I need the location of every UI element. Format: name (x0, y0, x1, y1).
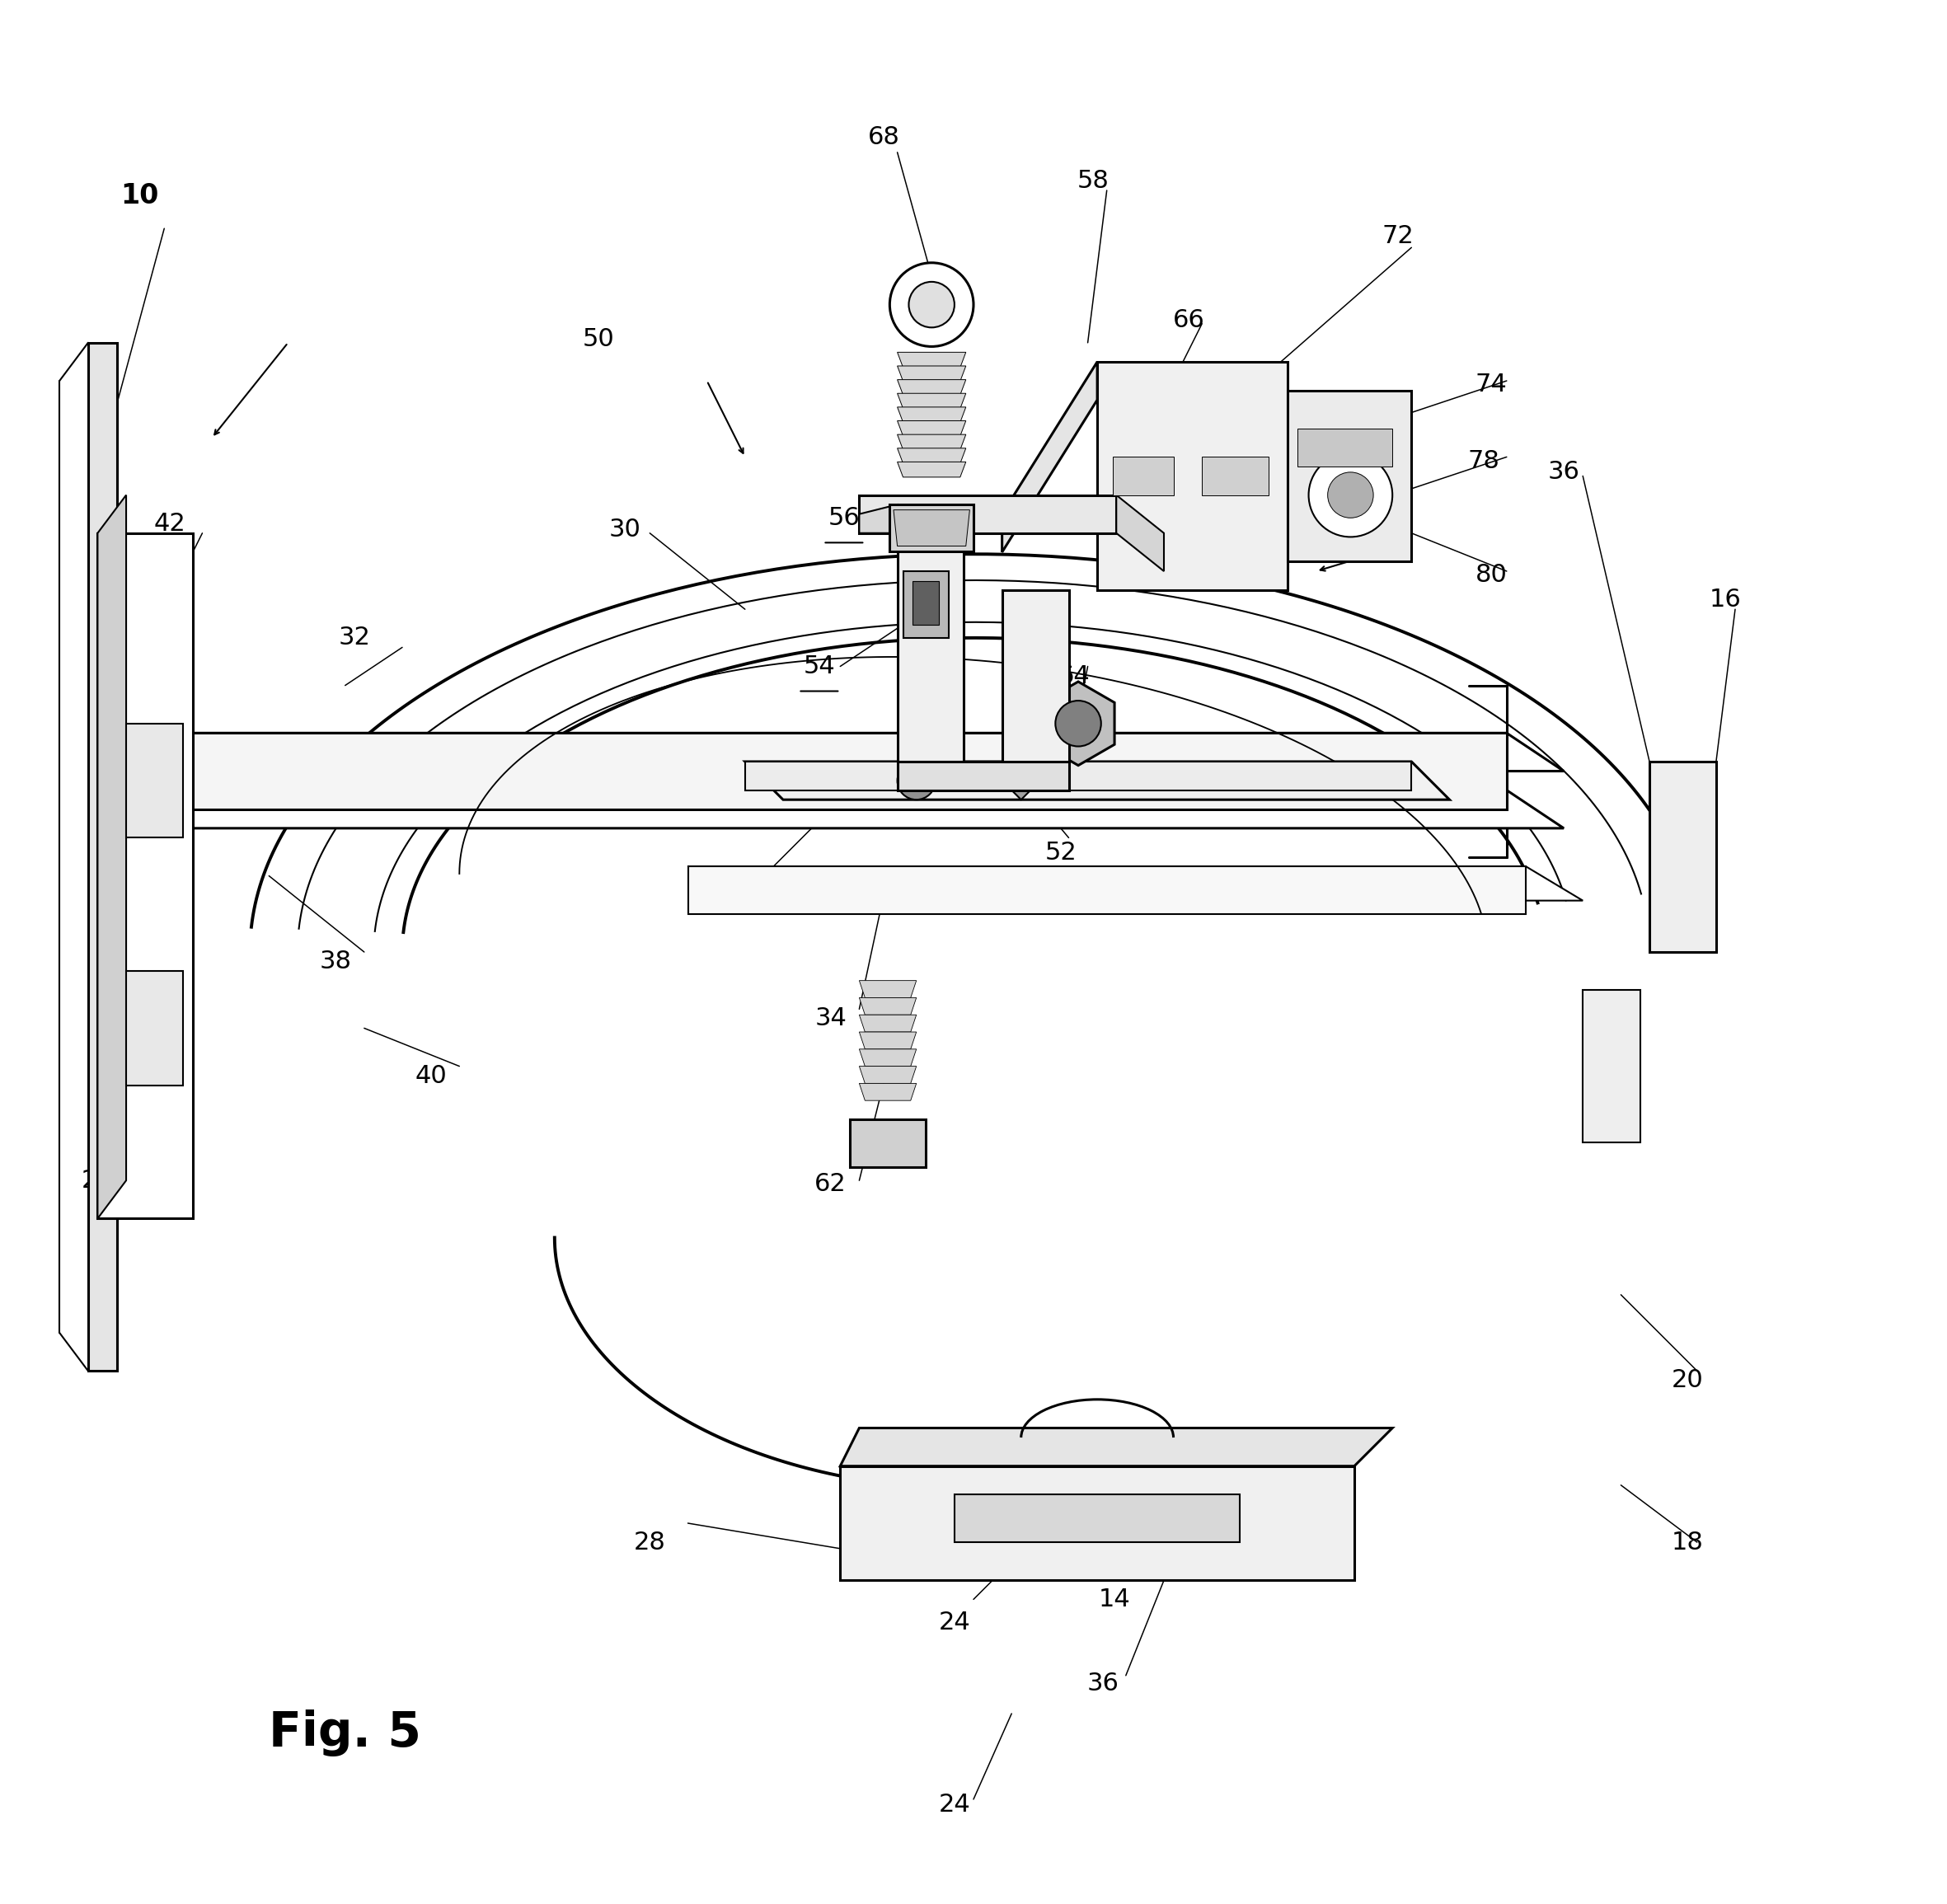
Text: 78: 78 (1468, 449, 1499, 472)
Polygon shape (898, 352, 966, 367)
Polygon shape (898, 366, 966, 381)
Text: 18: 18 (1672, 1531, 1704, 1554)
Polygon shape (687, 866, 1583, 901)
Text: 60: 60 (1170, 754, 1203, 777)
Text: 32: 32 (339, 626, 370, 649)
Polygon shape (127, 971, 183, 1085)
Text: 80: 80 (1476, 564, 1507, 586)
Text: Fig. 5: Fig. 5 (269, 1710, 421, 1755)
Polygon shape (913, 581, 938, 625)
Polygon shape (1112, 457, 1174, 495)
Text: 66: 66 (1172, 308, 1205, 331)
Polygon shape (97, 533, 193, 1219)
Polygon shape (993, 743, 1049, 800)
Text: 70: 70 (1382, 526, 1414, 548)
Text: 12: 12 (701, 883, 732, 906)
Polygon shape (127, 724, 183, 838)
Text: 28: 28 (635, 1531, 666, 1554)
Text: 36: 36 (1086, 1672, 1120, 1695)
Text: 16: 16 (1709, 588, 1743, 611)
Polygon shape (746, 762, 1412, 790)
Text: 40: 40 (415, 1064, 446, 1087)
Circle shape (898, 762, 935, 800)
Polygon shape (859, 1032, 917, 1049)
Polygon shape (898, 394, 966, 409)
Text: 30: 30 (609, 518, 641, 541)
Polygon shape (1098, 362, 1287, 590)
Polygon shape (1042, 682, 1114, 765)
Polygon shape (1287, 390, 1412, 562)
Text: 62: 62 (814, 1173, 847, 1196)
Text: 20: 20 (1672, 1369, 1704, 1392)
Circle shape (909, 282, 954, 327)
Text: 76: 76 (898, 621, 929, 644)
Circle shape (890, 263, 973, 347)
Text: 24: 24 (938, 1611, 970, 1634)
Text: 24: 24 (938, 1794, 970, 1816)
Polygon shape (898, 421, 966, 436)
Polygon shape (1297, 428, 1392, 466)
Text: 72: 72 (1382, 225, 1414, 248)
Polygon shape (859, 505, 898, 533)
Polygon shape (1201, 457, 1269, 495)
Polygon shape (1003, 590, 1069, 762)
Text: 36: 36 (1548, 461, 1579, 484)
Text: 68: 68 (868, 126, 900, 149)
Polygon shape (97, 495, 127, 1219)
Polygon shape (903, 571, 948, 638)
Polygon shape (898, 407, 966, 423)
Circle shape (1055, 701, 1102, 746)
Polygon shape (859, 1015, 917, 1032)
Polygon shape (1649, 762, 1715, 952)
Circle shape (1328, 472, 1373, 518)
Text: 34: 34 (814, 1007, 847, 1030)
Text: 52: 52 (1046, 842, 1077, 864)
Text: 38: 38 (319, 950, 352, 973)
Polygon shape (859, 998, 917, 1015)
Polygon shape (898, 447, 966, 463)
Polygon shape (898, 379, 966, 394)
Polygon shape (97, 790, 1563, 828)
Polygon shape (88, 343, 117, 1371)
Polygon shape (841, 1428, 1392, 1466)
Text: 74: 74 (1476, 373, 1507, 396)
Polygon shape (859, 495, 1116, 533)
Polygon shape (1583, 990, 1639, 1142)
Text: 64: 64 (1059, 664, 1090, 687)
Text: 42: 42 (154, 512, 185, 535)
Polygon shape (859, 1066, 917, 1083)
Polygon shape (894, 510, 970, 546)
Text: 58: 58 (1077, 169, 1110, 192)
Text: 10: 10 (121, 183, 158, 209)
Circle shape (1308, 453, 1392, 537)
Polygon shape (898, 762, 1069, 790)
Text: 22: 22 (82, 1169, 113, 1192)
Polygon shape (898, 434, 966, 449)
Polygon shape (97, 733, 1563, 771)
Polygon shape (898, 463, 966, 478)
Polygon shape (890, 505, 973, 552)
Text: 14: 14 (1098, 1588, 1131, 1611)
Polygon shape (849, 1120, 927, 1167)
Polygon shape (859, 1083, 917, 1101)
Text: 56: 56 (827, 506, 861, 529)
Polygon shape (841, 1466, 1355, 1580)
Polygon shape (859, 1049, 917, 1066)
Polygon shape (97, 733, 1507, 809)
Polygon shape (859, 981, 917, 998)
Polygon shape (687, 866, 1526, 914)
Polygon shape (954, 1495, 1240, 1542)
Polygon shape (898, 533, 964, 762)
Text: 54: 54 (804, 655, 835, 678)
Polygon shape (1003, 362, 1098, 552)
Text: 50: 50 (582, 327, 615, 350)
Polygon shape (1116, 495, 1164, 571)
Text: 26: 26 (101, 741, 132, 764)
Polygon shape (746, 762, 1449, 800)
